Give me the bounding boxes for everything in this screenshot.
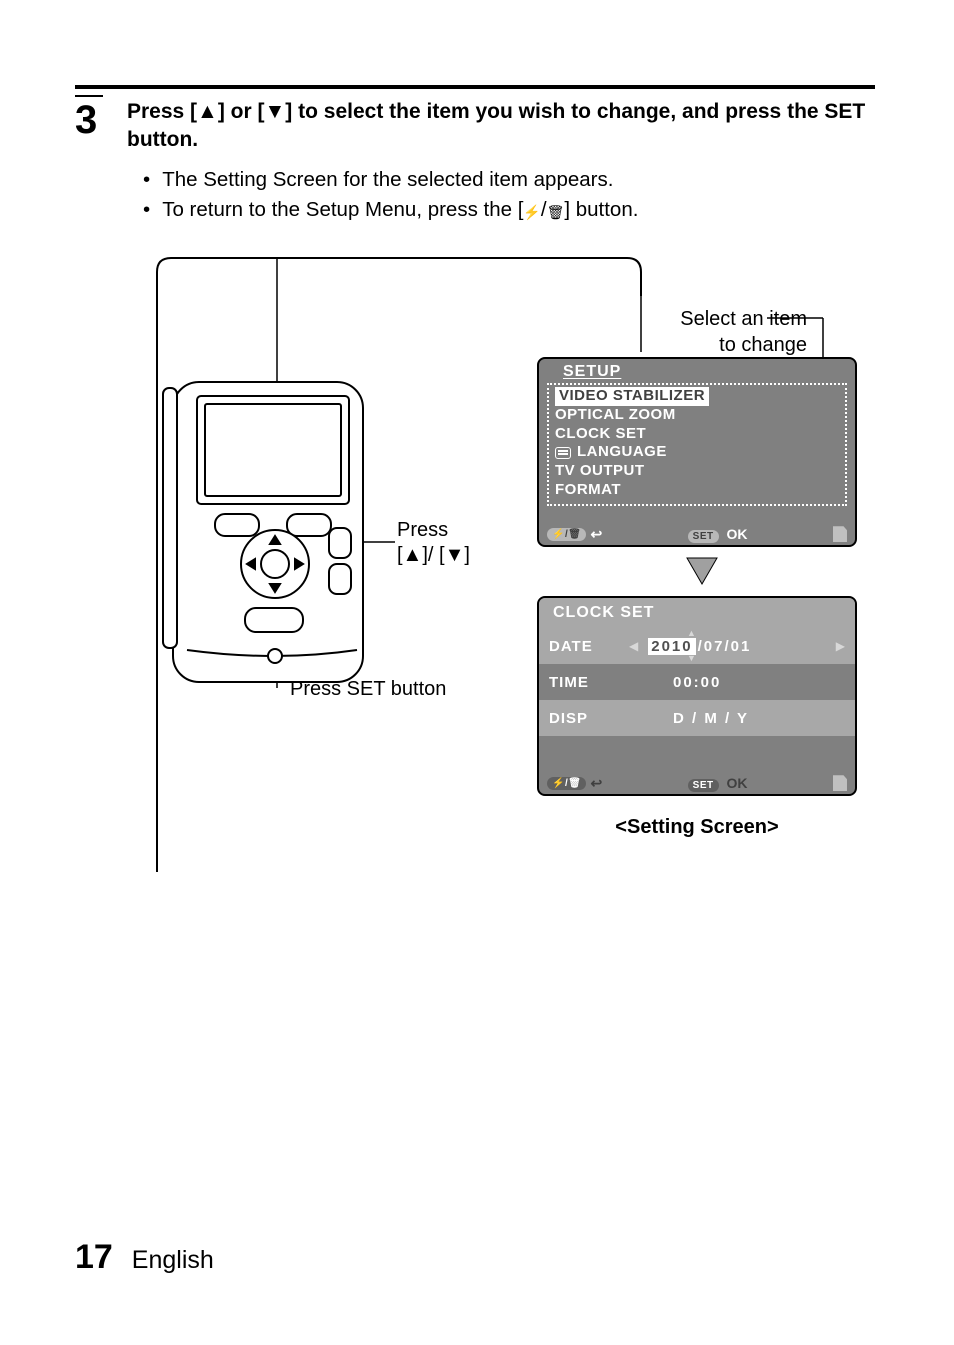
step-number: 3 — [75, 95, 103, 912]
language-icon — [555, 447, 571, 459]
date-rest: /07/01 — [698, 638, 752, 655]
top-rule — [75, 85, 875, 89]
left-triangle-icon[interactable]: ◀ — [629, 639, 638, 653]
back-pill[interactable]: ⚡/🗑 — [547, 777, 586, 790]
label-select-l1: Select an item — [680, 308, 807, 330]
clock-footer: ⚡/🗑 ↩ SET OK — [539, 772, 855, 794]
setup-menu-items: VIDEO STABILIZER OPTICAL ZOOM CLOCK SET … — [547, 383, 847, 506]
setup-title: SETUP — [539, 359, 855, 381]
step-instruction: Press [▲] or [▼] to select the item you … — [127, 98, 887, 155]
setup-menu-screen: SETUP VIDEO STABILIZER OPTICAL ZOOM CLOC… — [537, 357, 857, 547]
menu-item-video-stabilizer[interactable]: VIDEO STABILIZER — [555, 387, 709, 406]
instr-mid1: ] or [ — [218, 100, 265, 123]
up-triangle-icon: ▲ — [687, 629, 696, 638]
menu-item-tv-output[interactable]: TV OUTPUT — [555, 462, 839, 481]
row-label-time: TIME — [549, 674, 619, 691]
back-pill[interactable]: ⚡/🗑 — [547, 528, 586, 541]
bullet-2-suffix: ] button. — [564, 198, 638, 221]
menu-item-language-label: LANGUAGE — [577, 443, 667, 462]
row-label-disp: DISP — [549, 710, 619, 727]
label-press-set: Press SET button — [290, 678, 446, 701]
bolt-icon: ⚡ — [552, 778, 565, 789]
trash-icon: 🗑 — [568, 778, 581, 789]
label-press-l2: [▲]/ [▼] — [397, 544, 470, 566]
bullet-2-prefix: To return to the Setup Menu, press the [ — [162, 198, 523, 221]
diagram-area: Press [▲]/ [▼] Press SET button Select a… — [127, 252, 887, 912]
label-select-l2: to change — [719, 334, 807, 356]
right-triangle-icon[interactable]: ▶ — [836, 639, 845, 653]
setup-footer: ⚡/🗑 ↩ SET OK — [539, 523, 855, 545]
down-triangle-icon: ▼ — [687, 654, 696, 663]
menu-item-language[interactable]: LANGUAGE — [555, 443, 839, 462]
ok-label: OK — [727, 526, 748, 542]
clock-row-disp[interactable]: DISP D / M / Y — [539, 700, 855, 736]
menu-item-optical-zoom[interactable]: OPTICAL ZOOM — [555, 406, 839, 425]
label-select-item: Select an item to change — [627, 306, 807, 358]
bullet-2: To return to the Setup Menu, press the [… — [162, 195, 638, 226]
set-pill[interactable]: SET — [688, 779, 719, 792]
sdcard-icon — [833, 775, 847, 791]
bullet-1: The Setting Screen for the selected item… — [162, 165, 613, 196]
trash-icon: 🗑 — [547, 205, 565, 219]
setting-screen-caption: <Setting Screen> — [537, 816, 857, 839]
time-value: 00:00 — [673, 674, 721, 691]
disp-value: D / M / Y — [673, 710, 749, 727]
set-pill[interactable]: SET — [688, 530, 719, 543]
return-icon: ↩ — [590, 775, 602, 792]
clock-title: CLOCK SET — [539, 598, 855, 628]
instr-prefix: Press [ — [127, 100, 197, 123]
row-label-date: DATE — [549, 638, 619, 655]
down-triangle-icon: ▼ — [265, 100, 286, 123]
return-icon: ↩ — [590, 526, 602, 543]
ok-label: OK — [727, 775, 748, 791]
date-value: 2010/07/01 — [648, 638, 751, 655]
menu-item-clock-set[interactable]: CLOCK SET — [555, 425, 839, 444]
page-number: 17 — [75, 1238, 113, 1276]
page-language: English — [132, 1246, 214, 1274]
bolt-icon: ⚡ — [552, 529, 565, 540]
trash-icon: 🗑 — [568, 529, 581, 540]
bolt-icon: ⚡ — [523, 205, 540, 219]
menu-item-format[interactable]: FORMAT — [555, 481, 839, 500]
clock-row-date[interactable]: DATE ◀ ▲ 2010/07/01 ▼ ▶ — [539, 628, 855, 664]
clock-row-time[interactable]: TIME 00:00 — [539, 664, 855, 700]
page-footer: 17 English — [75, 1238, 214, 1277]
step-block: 3 Press [▲] or [▼] to select the item yo… — [75, 95, 875, 912]
label-press-l1: Press — [397, 519, 448, 541]
clock-set-screen: CLOCK SET DATE ◀ ▲ 2010/07/01 ▼ ▶ TIME — [537, 596, 857, 796]
sub-bullets: •The Setting Screen for the selected ite… — [127, 165, 887, 227]
sdcard-icon — [833, 526, 847, 542]
up-triangle-icon: ▲ — [197, 100, 218, 123]
label-press-updown: Press [▲]/ [▼] — [397, 518, 470, 568]
year-highlight[interactable]: 2010 — [648, 638, 695, 655]
